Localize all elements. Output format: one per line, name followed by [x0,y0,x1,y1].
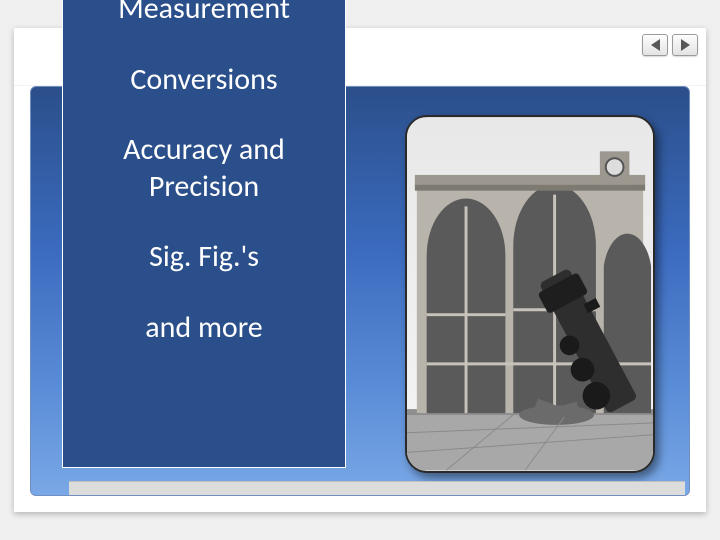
slide-stage: Measurement Conversions Accuracy and Pre… [14,28,706,512]
chevron-left-icon [651,39,660,51]
footer-band [69,481,685,495]
next-slide-button[interactable] [672,34,698,56]
train-wreck-icon [407,117,653,471]
title-line-3: Accuracy and Precision [81,132,327,205]
title-line-1: Measurement [81,0,327,28]
chevron-right-icon [681,39,690,51]
prev-slide-button[interactable] [642,34,668,56]
title-panel: Measurement Conversions Accuracy and Pre… [62,0,346,468]
slide-image [405,115,655,473]
title-line-4: Sig. Fig.'s [81,239,327,276]
title-line-2: Conversions [81,62,327,99]
nav-arrows [642,34,698,56]
title-line-5: and more [81,310,327,347]
